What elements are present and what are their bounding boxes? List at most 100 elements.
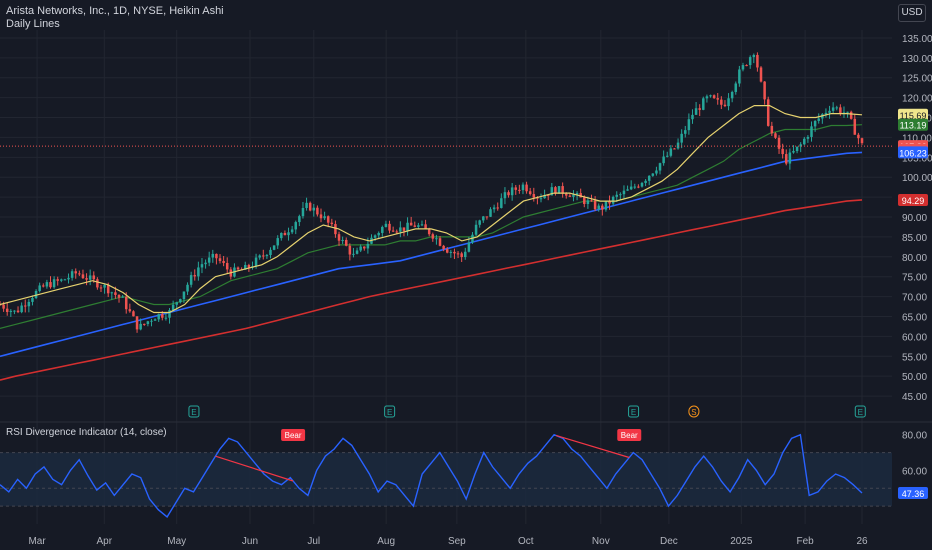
- candle-body: [622, 190, 626, 195]
- candle-body: [507, 192, 510, 196]
- candle-body: [608, 200, 611, 204]
- candle-body: [568, 195, 572, 197]
- candle-body: [521, 184, 525, 191]
- candle-body: [482, 216, 485, 221]
- bear-label: Bear: [285, 431, 302, 440]
- candle-body: [460, 253, 463, 258]
- y-tick-label: 60.00: [902, 332, 927, 343]
- candle-body: [247, 264, 251, 268]
- x-tick-label: 26: [856, 536, 868, 547]
- candle-body: [766, 99, 770, 126]
- candle-body: [225, 262, 229, 270]
- candle-body: [824, 112, 828, 115]
- candle-body: [427, 228, 431, 235]
- candle-body: [316, 207, 319, 215]
- x-tick-label: Jul: [307, 536, 320, 547]
- price-label: 106.23: [899, 148, 927, 158]
- candle-body: [388, 223, 391, 231]
- candle-body: [774, 133, 777, 138]
- y-tick-label: 55.00: [902, 352, 927, 363]
- candle-body: [81, 274, 85, 279]
- candle-body: [96, 279, 99, 288]
- y-tick-label: 70.00: [902, 293, 927, 304]
- candle-body: [745, 65, 748, 67]
- candle-body: [344, 239, 348, 246]
- candle-body: [723, 104, 727, 107]
- candle-body: [359, 246, 362, 251]
- candle-body: [384, 223, 388, 227]
- candle-body: [222, 260, 225, 263]
- candle-body: [626, 189, 629, 191]
- candle-body: [691, 114, 694, 120]
- price-label-bg: [898, 118, 928, 131]
- y-tick-label: 65.00: [902, 312, 927, 323]
- candle-body: [644, 180, 647, 183]
- candle-body: [186, 284, 189, 292]
- candle-body: [20, 305, 23, 313]
- candle-body: [734, 83, 738, 92]
- candle-body: [583, 197, 586, 205]
- candle-body: [788, 152, 792, 164]
- candle-body: [759, 67, 763, 82]
- price-label: 94.29: [902, 196, 925, 206]
- x-tick-label: Jun: [242, 536, 258, 547]
- candle-body: [810, 126, 813, 137]
- candle-body: [258, 255, 261, 258]
- candle-body: [312, 207, 316, 211]
- candle-body: [366, 243, 370, 249]
- candle-body: [74, 271, 77, 274]
- candle-body: [157, 314, 160, 320]
- y-tick-label: 105.00: [902, 153, 932, 164]
- candle-body: [13, 310, 16, 312]
- candle-body: [453, 251, 456, 254]
- candle-body: [831, 107, 835, 111]
- candle-body: [161, 314, 164, 318]
- candle-body: [211, 253, 215, 258]
- candle-body: [70, 271, 74, 278]
- candle-body: [709, 95, 712, 97]
- candle-body: [698, 108, 701, 110]
- candle-body: [842, 112, 846, 114]
- candle-body: [99, 287, 103, 289]
- candle-body: [860, 138, 864, 144]
- x-tick-label: Oct: [518, 536, 534, 547]
- candle-body: [748, 57, 752, 66]
- candle-body: [604, 200, 608, 210]
- candle-body: [182, 291, 186, 300]
- candle-body: [67, 277, 70, 280]
- candle-body: [406, 222, 409, 231]
- x-tick-label: Dec: [660, 536, 678, 547]
- candle-body: [236, 267, 240, 270]
- candle-body: [352, 253, 355, 255]
- candle-body: [290, 229, 294, 233]
- candle-body: [323, 216, 326, 219]
- candle-body: [857, 134, 860, 139]
- candle-body: [673, 148, 676, 150]
- candle-body: [828, 110, 831, 113]
- event-marker-icon: [854, 405, 866, 418]
- candle-body: [34, 290, 38, 299]
- event-marker-label: E: [387, 408, 392, 417]
- candle-body: [373, 235, 377, 238]
- candle-body: [518, 189, 521, 191]
- rsi-band: [0, 452, 892, 507]
- candle-body: [532, 194, 536, 198]
- event-marker-icon: [384, 405, 396, 418]
- y-tick-label: 90.00: [902, 213, 927, 224]
- candle-body: [409, 222, 413, 226]
- candle-body: [2, 304, 5, 309]
- candle-body: [27, 301, 31, 307]
- candle-body: [554, 187, 557, 194]
- y-tick-label: 75.00: [902, 273, 927, 284]
- currency-button[interactable]: USD: [898, 4, 926, 22]
- candle-body: [795, 146, 799, 152]
- candle-body: [633, 186, 637, 188]
- candle-body: [60, 279, 63, 281]
- candle-body: [687, 119, 691, 131]
- candle-body: [363, 246, 366, 249]
- candle-body: [464, 251, 467, 258]
- candle-body: [420, 224, 424, 226]
- candle-body: [355, 250, 359, 254]
- candle-body: [294, 222, 298, 230]
